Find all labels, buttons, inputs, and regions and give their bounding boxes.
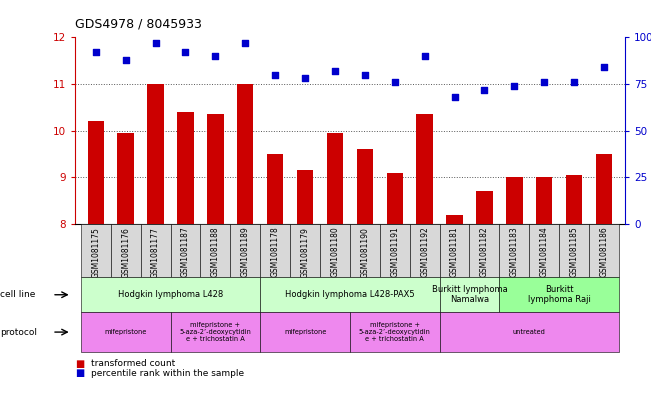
Text: GSM1081179: GSM1081179 bbox=[301, 227, 310, 277]
Point bbox=[479, 86, 490, 93]
Text: Burkitt lymphoma
Namalwa: Burkitt lymphoma Namalwa bbox=[432, 285, 507, 305]
Text: GSM1081186: GSM1081186 bbox=[600, 227, 609, 277]
Bar bbox=[499, 277, 619, 312]
Bar bbox=[88, 121, 104, 224]
Bar bbox=[469, 224, 499, 277]
Text: ■: ■ bbox=[75, 368, 84, 378]
Point bbox=[330, 68, 340, 74]
Bar bbox=[380, 224, 409, 277]
Text: GSM1081189: GSM1081189 bbox=[241, 227, 250, 277]
Bar bbox=[589, 224, 619, 277]
Point bbox=[599, 64, 609, 70]
Text: GSM1081185: GSM1081185 bbox=[570, 227, 579, 277]
Text: mifepristone: mifepristone bbox=[105, 329, 147, 335]
Bar bbox=[477, 191, 493, 224]
Bar bbox=[260, 224, 290, 277]
Bar bbox=[566, 175, 583, 224]
Text: percentile rank within the sample: percentile rank within the sample bbox=[91, 369, 244, 378]
Text: GSM1081178: GSM1081178 bbox=[271, 227, 280, 277]
Point bbox=[120, 57, 131, 63]
Bar bbox=[111, 224, 141, 277]
Bar bbox=[171, 224, 201, 277]
Text: Hodgkin lymphoma L428-PAX5: Hodgkin lymphoma L428-PAX5 bbox=[285, 290, 415, 299]
Bar bbox=[559, 224, 589, 277]
Text: ■: ■ bbox=[75, 358, 84, 369]
Bar bbox=[409, 224, 439, 277]
Point bbox=[359, 72, 370, 78]
Point bbox=[300, 75, 311, 81]
Bar bbox=[267, 154, 283, 224]
Text: protocol: protocol bbox=[0, 328, 37, 336]
Bar bbox=[230, 224, 260, 277]
Bar bbox=[81, 224, 111, 277]
Bar bbox=[320, 224, 350, 277]
Text: transformed count: transformed count bbox=[91, 359, 175, 368]
Point bbox=[180, 49, 191, 55]
Bar bbox=[207, 114, 223, 224]
Text: GSM1081191: GSM1081191 bbox=[390, 227, 399, 277]
Bar bbox=[117, 133, 134, 224]
Point bbox=[419, 53, 430, 59]
Bar bbox=[387, 173, 403, 224]
Bar bbox=[439, 277, 499, 312]
Bar bbox=[81, 277, 260, 312]
Text: GSM1081176: GSM1081176 bbox=[121, 227, 130, 277]
Text: mifepristone +
5-aza-2’-deoxycytidin
e + trichostatin A: mifepristone + 5-aza-2’-deoxycytidin e +… bbox=[180, 322, 251, 342]
Bar bbox=[596, 154, 612, 224]
Bar bbox=[447, 215, 463, 224]
Text: untreated: untreated bbox=[513, 329, 546, 335]
Text: GSM1081184: GSM1081184 bbox=[540, 227, 549, 277]
Bar bbox=[417, 114, 433, 224]
Bar bbox=[506, 177, 523, 224]
Text: GSM1081182: GSM1081182 bbox=[480, 227, 489, 277]
Bar bbox=[529, 224, 559, 277]
Bar bbox=[499, 224, 529, 277]
Point bbox=[569, 79, 579, 85]
Text: mifepristone +
5-aza-2’-deoxycytidin
e + trichostatin A: mifepristone + 5-aza-2’-deoxycytidin e +… bbox=[359, 322, 431, 342]
Bar bbox=[439, 312, 619, 352]
Point bbox=[389, 79, 400, 85]
Bar bbox=[297, 170, 313, 224]
Text: mifepristone: mifepristone bbox=[284, 329, 326, 335]
Bar bbox=[350, 224, 380, 277]
Text: GSM1081181: GSM1081181 bbox=[450, 227, 459, 277]
Text: GSM1081188: GSM1081188 bbox=[211, 227, 220, 277]
Point bbox=[150, 40, 161, 46]
Bar bbox=[350, 312, 439, 352]
Bar bbox=[201, 224, 230, 277]
Bar bbox=[327, 133, 343, 224]
Bar bbox=[357, 149, 373, 224]
Text: GSM1081180: GSM1081180 bbox=[331, 227, 339, 277]
Text: GSM1081175: GSM1081175 bbox=[91, 227, 100, 277]
Text: GSM1081187: GSM1081187 bbox=[181, 227, 190, 277]
Point bbox=[539, 79, 549, 85]
Bar bbox=[536, 177, 553, 224]
Text: GSM1081183: GSM1081183 bbox=[510, 227, 519, 277]
Bar bbox=[177, 112, 194, 224]
Point bbox=[270, 72, 281, 78]
Text: GSM1081190: GSM1081190 bbox=[361, 227, 369, 277]
Bar bbox=[147, 84, 164, 224]
Bar bbox=[81, 312, 171, 352]
Point bbox=[210, 53, 221, 59]
Point bbox=[240, 40, 251, 46]
Bar bbox=[141, 224, 171, 277]
Point bbox=[509, 83, 519, 89]
Point bbox=[90, 49, 101, 55]
Text: cell line: cell line bbox=[0, 290, 35, 299]
Point bbox=[449, 94, 460, 100]
Bar bbox=[439, 224, 469, 277]
Bar bbox=[171, 312, 260, 352]
Text: GDS4978 / 8045933: GDS4978 / 8045933 bbox=[75, 18, 202, 31]
Text: GSM1081192: GSM1081192 bbox=[420, 227, 429, 277]
Bar bbox=[260, 312, 350, 352]
Text: Burkitt
lymphoma Raji: Burkitt lymphoma Raji bbox=[528, 285, 590, 305]
Text: Hodgkin lymphoma L428: Hodgkin lymphoma L428 bbox=[118, 290, 223, 299]
Text: GSM1081177: GSM1081177 bbox=[151, 227, 160, 277]
Bar bbox=[237, 84, 253, 224]
Bar bbox=[260, 277, 439, 312]
Bar bbox=[290, 224, 320, 277]
